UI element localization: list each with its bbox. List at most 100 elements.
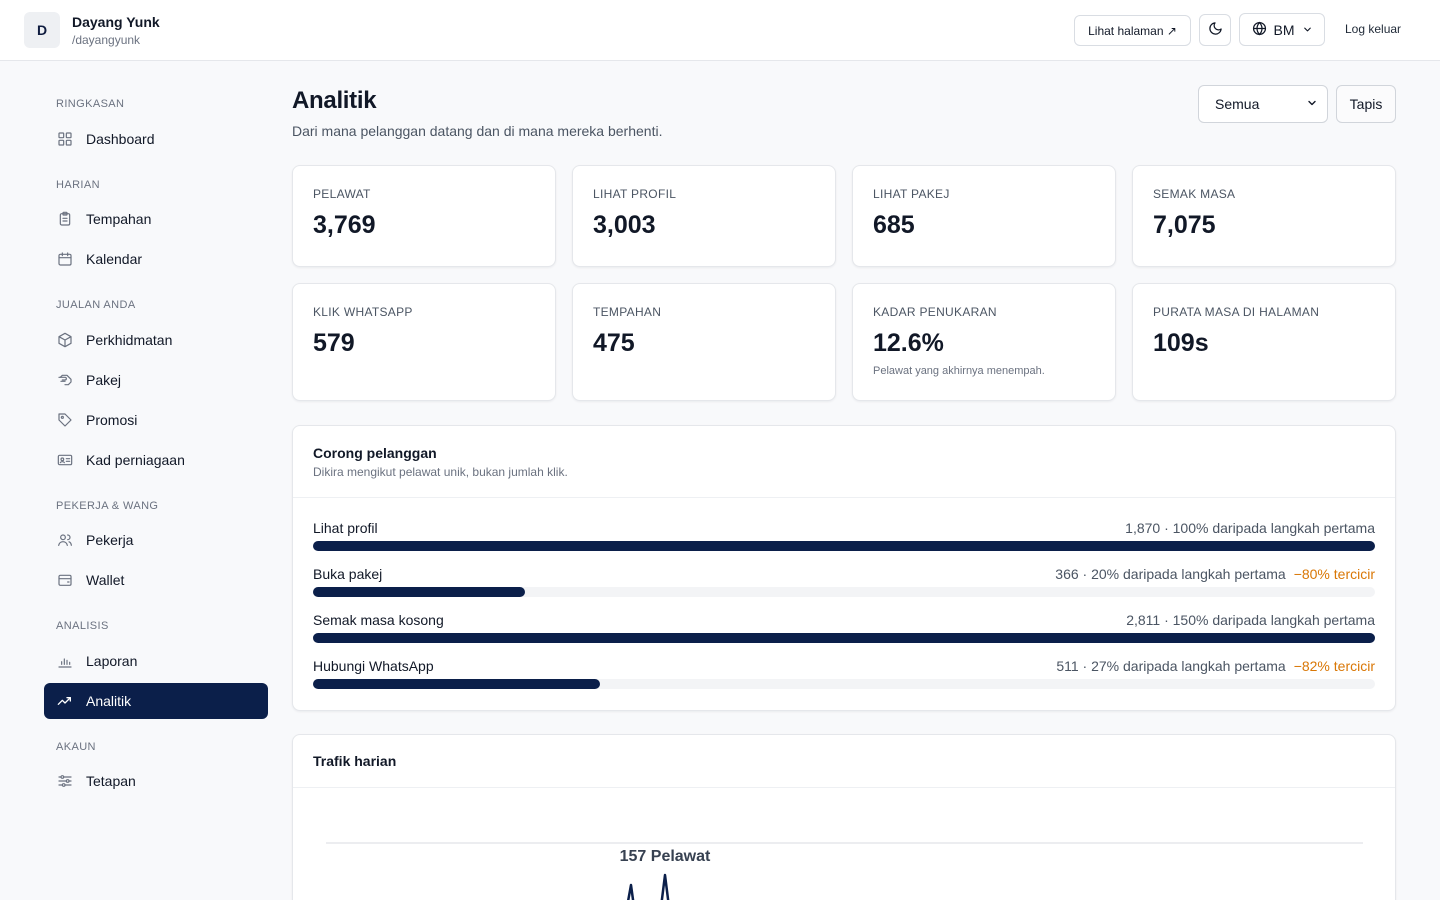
sidebar-item-label: Perkhidmatan bbox=[86, 332, 173, 348]
stat-value: 685 bbox=[873, 211, 915, 239]
trend-icon bbox=[56, 693, 73, 710]
stat-value: 579 bbox=[313, 329, 355, 357]
sidebar-item-tempahan[interactable]: Tempahan bbox=[44, 201, 268, 237]
chart-series-line bbox=[627, 873, 670, 900]
funnel-step-stat: 366 · 20% daripada langkah pertama −80% t… bbox=[1055, 566, 1375, 582]
funnel-step-name: Lihat profil bbox=[313, 520, 378, 536]
stat-card-tempahan: TEMPAHAN 475 bbox=[572, 283, 836, 401]
avatar[interactable]: D bbox=[24, 12, 60, 48]
stat-value: 12.6% bbox=[873, 329, 944, 357]
funnel-panel-header: Corong pelanggan Dikira mengikut pelawat… bbox=[293, 426, 1395, 498]
funnel-bar-track bbox=[313, 587, 1375, 597]
period-select[interactable]: Semua bbox=[1198, 85, 1328, 123]
stat-label: LIHAT PAKEJ bbox=[873, 187, 950, 201]
funnel-bar-track bbox=[313, 541, 1375, 551]
funnel-step-count: 511 · 27% daripada langkah pertama bbox=[1056, 658, 1286, 674]
stat-card-lihat-profil: LIHAT PROFIL 3,003 bbox=[572, 165, 836, 267]
stat-card-purata-masa: PURATA MASA DI HALAMAN 109s bbox=[1132, 283, 1396, 401]
sidebar-item-analitik[interactable]: Analitik bbox=[44, 683, 268, 719]
funnel-panel: Corong pelanggan Dikira mengikut pelawat… bbox=[292, 425, 1396, 711]
sidebar-item-label: Tetapan bbox=[86, 773, 136, 789]
hand-icon bbox=[56, 372, 73, 389]
id-card-icon bbox=[56, 452, 73, 469]
stat-card-semak-masa: SEMAK MASA 7,075 bbox=[1132, 165, 1396, 267]
stat-note: Pelawat yang akhirnya menempah. bbox=[873, 365, 1045, 377]
sidebar-item-tetapan[interactable]: Tetapan bbox=[44, 763, 268, 799]
globe-icon bbox=[1252, 21, 1267, 39]
logout-link[interactable]: Log keluar bbox=[1345, 22, 1402, 36]
user-name: Dayang Yunk bbox=[72, 14, 160, 30]
sidebar-item-label: Kad perniagaan bbox=[86, 452, 185, 468]
section-label-analisis: ANALISIS bbox=[56, 620, 109, 632]
sidebar-item-kalendar[interactable]: Kalendar bbox=[44, 241, 268, 277]
sidebar-item-perkhidmatan[interactable]: Perkhidmatan bbox=[44, 322, 268, 358]
tag-icon bbox=[56, 412, 73, 429]
sidebar-item-wallet[interactable]: Wallet bbox=[44, 562, 268, 598]
stat-value: 475 bbox=[593, 329, 635, 357]
language-selector[interactable]: BM bbox=[1239, 13, 1325, 46]
sidebar-item-label: Pekerja bbox=[86, 532, 134, 548]
funnel-step-stat: 511 · 27% daripada langkah pertama −82% t… bbox=[1056, 658, 1375, 674]
bar-chart-icon bbox=[56, 653, 73, 670]
sidebar-item-label: Kalendar bbox=[86, 251, 143, 267]
sidebar-item-label: Dashboard bbox=[86, 131, 155, 147]
users-icon bbox=[56, 532, 73, 549]
stat-card-kadar-penukaran: KADAR PENUKARAN 12.6% Pelawat yang akhir… bbox=[852, 283, 1116, 401]
calendar-icon bbox=[56, 251, 73, 268]
box-icon bbox=[56, 332, 73, 349]
moon-icon bbox=[1208, 21, 1223, 39]
stat-label: PELAWAT bbox=[313, 187, 371, 201]
user-handle: /dayangyunk bbox=[72, 33, 141, 47]
stat-value: 109s bbox=[1153, 329, 1209, 357]
funnel-step-name: Hubungi WhatsApp bbox=[313, 658, 434, 674]
stat-label: KLIK WHATSAPP bbox=[313, 305, 413, 319]
funnel-bar-fill bbox=[313, 541, 1375, 551]
stat-card-lihat-pakej: LIHAT PAKEJ 685 bbox=[852, 165, 1116, 267]
stat-card-pelawat: PELAWAT 3,769 bbox=[292, 165, 556, 267]
sidebar-item-laporan[interactable]: Laporan bbox=[44, 643, 268, 679]
sidebar-item-label: Laporan bbox=[86, 653, 138, 669]
stat-value: 3,003 bbox=[593, 211, 656, 239]
funnel-bar-fill bbox=[313, 633, 1375, 643]
funnel-step-count: 2,811 · 150% daripada langkah pertama bbox=[1126, 612, 1375, 628]
view-page-button[interactable]: Lihat halaman ↗ bbox=[1074, 15, 1191, 46]
section-label-pekerja-wang: PEKERJA & WANG bbox=[56, 500, 159, 512]
traffic-panel-header: Trafik harian bbox=[293, 735, 1395, 788]
sidebar-item-label: Pakej bbox=[86, 372, 122, 388]
grid-icon bbox=[56, 131, 73, 148]
filter-button[interactable]: Tapis bbox=[1336, 85, 1396, 123]
stat-label: SEMAK MASA bbox=[1153, 187, 1236, 201]
funnel-step: Semak masa kosong 2,811 · 150% daripada … bbox=[313, 612, 1375, 652]
stat-label: TEMPAHAN bbox=[593, 305, 662, 319]
sidebar-item-kad-perniagaan[interactable]: Kad perniagaan bbox=[44, 442, 268, 478]
stat-value: 3,769 bbox=[313, 211, 376, 239]
stat-label: PURATA MASA DI HALAMAN bbox=[1153, 305, 1320, 319]
theme-toggle-button[interactable] bbox=[1199, 14, 1231, 46]
sliders-icon bbox=[56, 773, 73, 790]
stat-value: 7,075 bbox=[1153, 211, 1216, 239]
clipboard-icon bbox=[56, 211, 73, 228]
funnel-step-drop: −80% tercicir bbox=[1293, 566, 1375, 582]
funnel-step-count: 1,870 · 100% daripada langkah pertama bbox=[1125, 520, 1375, 536]
language-label: BM bbox=[1273, 21, 1295, 38]
funnel-bar-fill bbox=[313, 587, 526, 597]
funnel-step-name: Semak masa kosong bbox=[313, 612, 444, 628]
traffic-chart-svg: 157 Pelawat bbox=[326, 842, 1363, 900]
chevron-down-icon bbox=[1306, 96, 1318, 112]
sidebar-item-label: Promosi bbox=[86, 412, 138, 428]
page-subtitle: Dari mana pelanggan datang dan di mana m… bbox=[292, 123, 663, 139]
sidebar-item-promosi[interactable]: Promosi bbox=[44, 402, 268, 438]
sidebar-item-pekerja[interactable]: Pekerja bbox=[44, 522, 268, 558]
traffic-chart[interactable]: 157 Pelawat bbox=[293, 787, 1395, 900]
funnel-title: Corong pelanggan bbox=[313, 445, 437, 461]
sidebar-item-dashboard[interactable]: Dashboard bbox=[44, 121, 268, 157]
funnel-step: Hubungi WhatsApp 511 · 27% daripada lang… bbox=[313, 658, 1375, 698]
sidebar-item-pakej[interactable]: Pakej bbox=[44, 362, 268, 398]
traffic-panel: Trafik harian 157 Pelawat bbox=[292, 734, 1396, 900]
funnel-step-stat: 2,811 · 150% daripada langkah pertama bbox=[1126, 612, 1375, 628]
funnel-step-count: 366 · 20% daripada langkah pertama bbox=[1055, 566, 1286, 582]
stat-label: LIHAT PROFIL bbox=[593, 187, 677, 201]
chart-peak-label: 157 Pelawat bbox=[620, 848, 711, 865]
sidebar-item-label: Analitik bbox=[86, 693, 132, 709]
section-label-akaun: AKAUN bbox=[56, 741, 96, 753]
